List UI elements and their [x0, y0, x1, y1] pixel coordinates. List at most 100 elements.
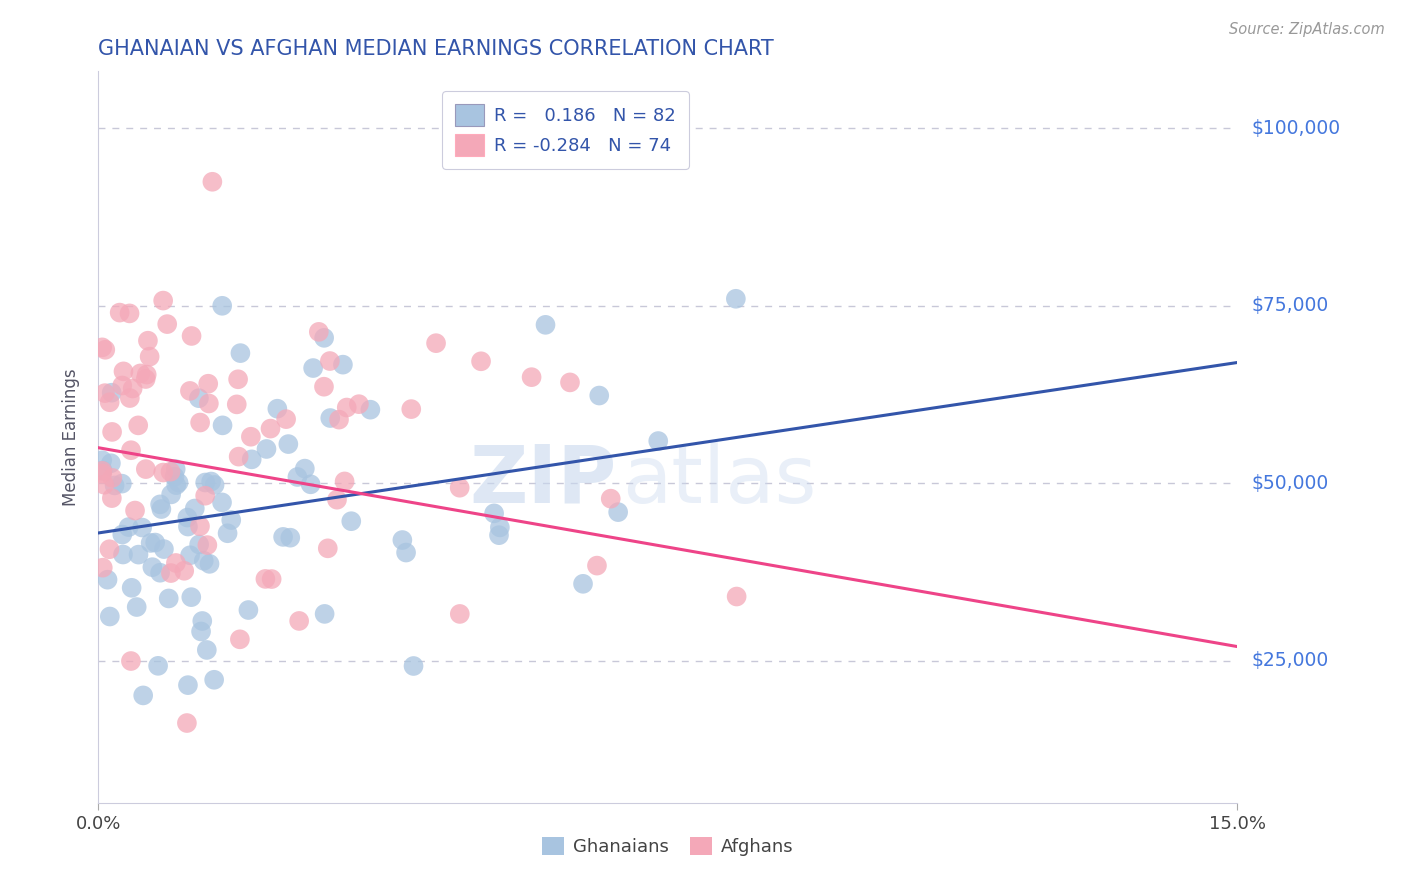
Point	[333, 475, 356, 489]
Point	[136, 334, 159, 348]
Point	[121, 382, 143, 396]
Text: GHANAIAN VS AFGHAN MEDIAN EARNINGS CORRELATION CHART: GHANAIAN VS AFGHAN MEDIAN EARNINGS CORRE…	[98, 38, 775, 59]
Point	[139, 536, 162, 550]
Point	[217, 526, 239, 541]
Point	[179, 384, 201, 398]
Point	[277, 437, 299, 451]
Point	[314, 607, 336, 621]
Point	[131, 520, 153, 534]
Point	[167, 475, 190, 490]
Point	[347, 397, 370, 411]
Point	[152, 466, 174, 480]
Text: $50,000: $50,000	[1251, 474, 1329, 492]
Point	[188, 537, 211, 551]
Point	[188, 519, 211, 533]
Point	[647, 434, 669, 448]
Point	[100, 456, 122, 470]
Point	[165, 462, 187, 476]
Point	[135, 372, 157, 386]
Point	[91, 463, 114, 477]
Point	[173, 564, 195, 578]
Point	[118, 391, 141, 405]
Point	[211, 495, 233, 509]
Point	[127, 418, 149, 433]
Point	[103, 478, 125, 492]
Point	[195, 538, 218, 552]
Point	[96, 573, 118, 587]
Point	[195, 643, 218, 657]
Point	[326, 492, 349, 507]
Point	[336, 401, 359, 415]
Point	[198, 557, 221, 571]
Point	[314, 331, 336, 345]
Point	[150, 502, 173, 516]
Point	[211, 299, 233, 313]
Point	[200, 475, 222, 489]
Point	[100, 385, 122, 400]
Point	[101, 425, 124, 439]
Point	[98, 395, 121, 409]
Point	[184, 501, 207, 516]
Point	[239, 430, 262, 444]
Point	[128, 548, 150, 562]
Point	[274, 412, 297, 426]
Point	[101, 471, 124, 485]
Point	[149, 497, 172, 511]
Point	[288, 614, 311, 628]
Legend: Ghanaians, Afghans: Ghanaians, Afghans	[534, 830, 801, 863]
Point	[725, 590, 748, 604]
Point	[194, 489, 217, 503]
Point	[149, 566, 172, 580]
Point	[176, 510, 198, 524]
Point	[534, 318, 557, 332]
Point	[101, 491, 124, 505]
Point	[146, 658, 169, 673]
Point	[156, 317, 179, 331]
Point	[482, 506, 505, 520]
Point	[197, 376, 219, 391]
Text: $75,000: $75,000	[1251, 296, 1329, 315]
Point	[188, 416, 211, 430]
Point	[316, 541, 339, 556]
Point	[187, 391, 209, 405]
Text: atlas: atlas	[623, 442, 817, 520]
Point	[93, 477, 115, 491]
Point	[470, 354, 492, 368]
Point	[219, 513, 242, 527]
Point	[180, 590, 202, 604]
Point	[488, 528, 510, 542]
Point	[229, 632, 252, 647]
Point	[586, 558, 609, 573]
Point	[359, 402, 381, 417]
Point	[165, 478, 187, 492]
Point	[724, 292, 747, 306]
Point	[225, 397, 247, 411]
Point	[294, 461, 316, 475]
Point	[143, 535, 166, 549]
Point	[259, 421, 281, 435]
Point	[395, 545, 418, 559]
Point	[402, 659, 425, 673]
Point	[153, 542, 176, 557]
Point	[226, 372, 249, 386]
Point	[308, 325, 330, 339]
Point	[125, 600, 148, 615]
Point	[299, 477, 322, 491]
Point	[163, 469, 186, 483]
Point	[266, 401, 288, 416]
Point	[118, 306, 141, 320]
Point	[332, 358, 354, 372]
Point	[449, 607, 471, 621]
Point	[177, 519, 200, 533]
Point	[135, 368, 157, 382]
Point	[238, 603, 260, 617]
Point	[165, 556, 187, 570]
Point	[91, 453, 114, 467]
Point	[98, 542, 121, 557]
Point	[91, 340, 114, 354]
Point	[425, 336, 447, 351]
Point	[91, 560, 114, 574]
Point	[135, 462, 157, 476]
Point	[132, 689, 155, 703]
Point	[202, 673, 225, 687]
